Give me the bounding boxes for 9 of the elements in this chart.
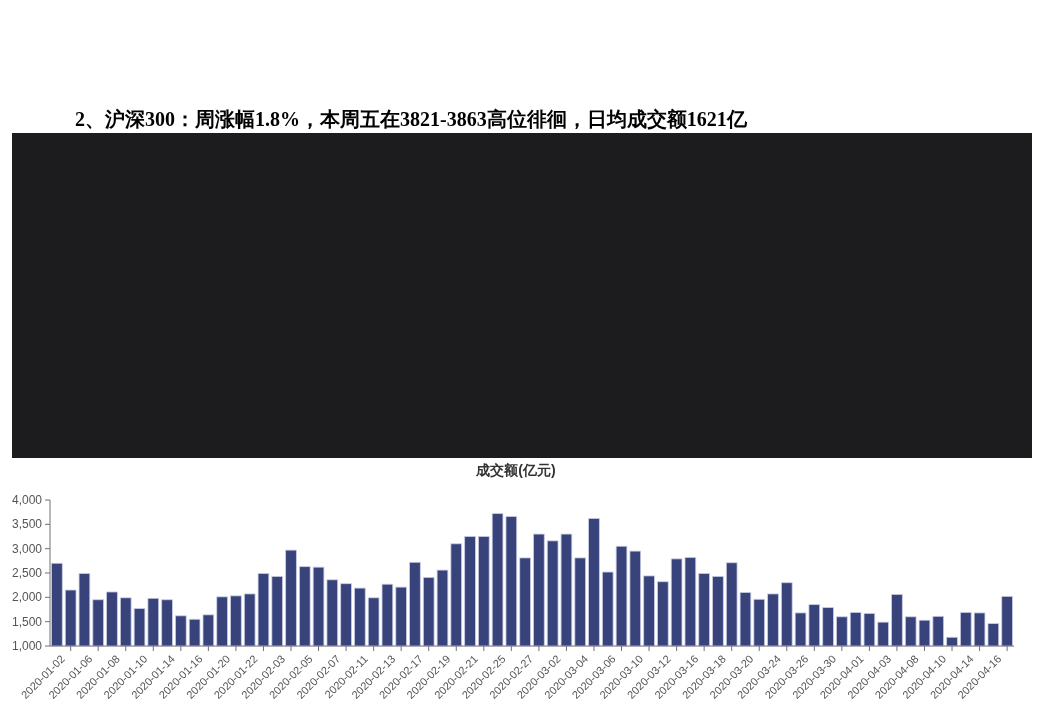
y-tick-label: 2,000: [11, 590, 43, 605]
chart-title: 成交额(亿元): [475, 462, 556, 478]
y-tick-label: 4,000: [11, 493, 43, 507]
y-tick-label: 1,500: [11, 614, 43, 629]
y-tick-label: 2,500: [11, 566, 43, 580]
y-tick-label: 1,000: [11, 639, 43, 653]
y-tick-label: 3,500: [11, 517, 43, 532]
y-tick-label: 3,000: [11, 541, 43, 556]
text: 2、沪深300：周涨幅1.8%，本周五在3821-3863高位徘徊，日均成交额1621亿: [75, 108, 748, 130]
